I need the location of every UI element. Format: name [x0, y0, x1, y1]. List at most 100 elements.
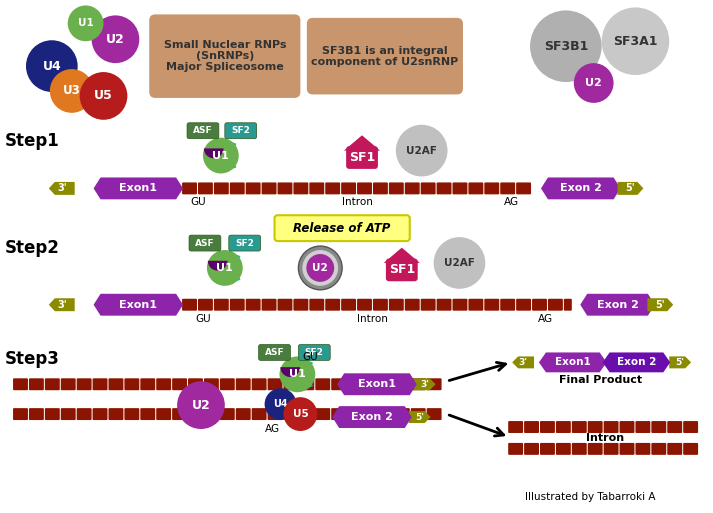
- Polygon shape: [344, 135, 380, 151]
- FancyBboxPatch shape: [246, 183, 261, 194]
- FancyBboxPatch shape: [635, 421, 650, 433]
- FancyBboxPatch shape: [198, 183, 213, 194]
- Wedge shape: [280, 367, 300, 377]
- Text: 3': 3': [57, 183, 66, 193]
- Text: AG: AG: [265, 424, 280, 434]
- FancyBboxPatch shape: [373, 183, 388, 194]
- FancyBboxPatch shape: [204, 378, 219, 390]
- Polygon shape: [48, 182, 75, 195]
- Text: Intron: Intron: [585, 433, 624, 443]
- Text: U2: U2: [106, 33, 125, 46]
- FancyBboxPatch shape: [604, 421, 619, 433]
- FancyBboxPatch shape: [93, 378, 108, 390]
- Text: ASF: ASF: [195, 239, 215, 248]
- Text: GU: GU: [195, 313, 211, 324]
- Text: 5': 5': [415, 412, 424, 422]
- FancyBboxPatch shape: [29, 378, 44, 390]
- Polygon shape: [149, 52, 155, 60]
- FancyBboxPatch shape: [284, 378, 299, 390]
- FancyBboxPatch shape: [220, 408, 235, 420]
- Polygon shape: [93, 294, 183, 315]
- Wedge shape: [207, 261, 227, 271]
- Polygon shape: [93, 177, 183, 200]
- FancyBboxPatch shape: [189, 235, 221, 251]
- FancyBboxPatch shape: [77, 408, 91, 420]
- Text: 3': 3': [420, 380, 429, 389]
- Text: 5': 5': [626, 183, 635, 193]
- Polygon shape: [541, 177, 620, 200]
- FancyBboxPatch shape: [259, 345, 290, 361]
- Text: SF2: SF2: [235, 239, 254, 248]
- Polygon shape: [409, 411, 431, 423]
- Polygon shape: [602, 352, 670, 372]
- FancyBboxPatch shape: [172, 378, 187, 390]
- FancyBboxPatch shape: [341, 183, 356, 194]
- Polygon shape: [580, 294, 655, 315]
- FancyBboxPatch shape: [346, 146, 378, 169]
- FancyBboxPatch shape: [236, 408, 251, 420]
- FancyBboxPatch shape: [620, 421, 635, 433]
- FancyBboxPatch shape: [373, 299, 388, 311]
- Polygon shape: [414, 378, 436, 390]
- Text: Exon1: Exon1: [119, 300, 158, 310]
- Text: Step3: Step3: [4, 350, 59, 368]
- FancyBboxPatch shape: [556, 421, 571, 433]
- FancyBboxPatch shape: [246, 299, 261, 311]
- FancyBboxPatch shape: [453, 299, 468, 311]
- FancyBboxPatch shape: [236, 378, 251, 390]
- Circle shape: [80, 72, 128, 120]
- FancyBboxPatch shape: [299, 378, 314, 390]
- FancyBboxPatch shape: [188, 408, 203, 420]
- FancyBboxPatch shape: [108, 378, 123, 390]
- FancyBboxPatch shape: [45, 378, 60, 390]
- FancyBboxPatch shape: [325, 299, 340, 311]
- Text: SF1: SF1: [389, 263, 415, 277]
- FancyBboxPatch shape: [405, 183, 420, 194]
- Circle shape: [177, 381, 225, 429]
- FancyBboxPatch shape: [389, 299, 404, 311]
- Circle shape: [602, 8, 670, 75]
- FancyBboxPatch shape: [182, 299, 197, 311]
- FancyBboxPatch shape: [299, 345, 330, 361]
- Circle shape: [68, 6, 103, 41]
- FancyBboxPatch shape: [357, 299, 372, 311]
- FancyBboxPatch shape: [45, 408, 60, 420]
- FancyBboxPatch shape: [267, 408, 282, 420]
- Text: ASF: ASF: [193, 126, 212, 135]
- Text: AG: AG: [538, 313, 553, 324]
- FancyBboxPatch shape: [214, 183, 229, 194]
- Circle shape: [265, 388, 297, 420]
- FancyBboxPatch shape: [77, 378, 91, 390]
- FancyBboxPatch shape: [683, 421, 698, 433]
- FancyBboxPatch shape: [395, 378, 410, 390]
- FancyBboxPatch shape: [61, 408, 76, 420]
- Text: Exon1: Exon1: [119, 183, 158, 193]
- FancyBboxPatch shape: [225, 123, 257, 139]
- FancyBboxPatch shape: [363, 378, 378, 390]
- FancyBboxPatch shape: [411, 408, 426, 420]
- Text: ASF: ASF: [265, 348, 284, 357]
- Text: Intron: Intron: [356, 313, 387, 324]
- FancyBboxPatch shape: [508, 421, 523, 433]
- FancyBboxPatch shape: [140, 408, 155, 420]
- FancyBboxPatch shape: [501, 299, 515, 311]
- Text: U5: U5: [292, 409, 308, 419]
- Text: Final Product: Final Product: [559, 376, 642, 385]
- Text: AG: AG: [503, 198, 519, 207]
- FancyBboxPatch shape: [198, 299, 213, 311]
- Text: Release of ATP: Release of ATP: [294, 222, 391, 234]
- Text: Small Nuclear RNPs: Small Nuclear RNPs: [163, 40, 286, 50]
- FancyBboxPatch shape: [683, 443, 698, 455]
- FancyBboxPatch shape: [556, 443, 571, 455]
- FancyBboxPatch shape: [187, 123, 219, 139]
- Text: Step1: Step1: [4, 132, 59, 150]
- FancyBboxPatch shape: [140, 378, 155, 390]
- FancyBboxPatch shape: [294, 299, 308, 311]
- Text: 3': 3': [57, 300, 66, 310]
- Text: Exon1: Exon1: [555, 358, 590, 367]
- Text: SF3A1: SF3A1: [613, 35, 657, 48]
- Polygon shape: [539, 352, 607, 372]
- Polygon shape: [457, 52, 463, 60]
- Wedge shape: [204, 148, 224, 159]
- FancyBboxPatch shape: [386, 259, 418, 281]
